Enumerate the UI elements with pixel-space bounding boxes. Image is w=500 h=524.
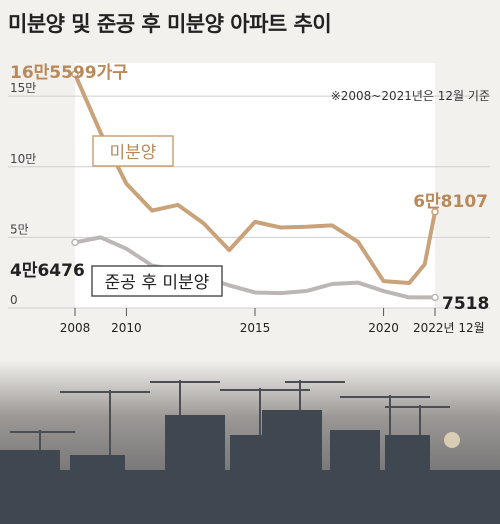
x-tick-label: 2020 bbox=[368, 321, 399, 335]
series-end-point-1 bbox=[431, 208, 439, 216]
x-tick-label: 2008 bbox=[60, 321, 91, 335]
series-2-start-label: 4만6476 bbox=[10, 261, 85, 281]
series-start-point-1 bbox=[71, 70, 79, 78]
series-start-point-2 bbox=[71, 238, 79, 247]
series-1-name: 미분양 bbox=[110, 143, 157, 163]
series-1-name-box bbox=[92, 135, 174, 167]
chart-title: 미분양 및 준공 후 미분양 아파트 추이 bbox=[8, 12, 332, 36]
series-1-start-label: 16만5599가구 bbox=[10, 63, 128, 83]
series-2-name-box bbox=[91, 265, 223, 297]
y-tick-label: 15만 bbox=[10, 81, 36, 95]
x-tick-label: 2015 bbox=[240, 321, 271, 335]
series-2-name: 준공 후 미분양 bbox=[105, 273, 210, 293]
series-line-1 bbox=[73, 72, 437, 286]
y-tick-label: 0 bbox=[10, 293, 18, 307]
series-line-2 bbox=[73, 235, 437, 300]
chart-note: ※2008~2021년은 12월 기준 bbox=[331, 89, 490, 103]
city-skyline-illustration bbox=[0, 360, 500, 524]
x-tick-label: 2010 bbox=[111, 321, 142, 335]
chart-area: 0 5만 10만 15만 2008 2010 2015 2020 2022년 12월 ※2008~… bbox=[8, 63, 490, 335]
series-1-end-label: 6만8107 bbox=[413, 192, 488, 212]
series-end-point-2 bbox=[431, 293, 439, 302]
y-tick-label: 5만 bbox=[10, 222, 29, 236]
series-2-end-label: 7518 bbox=[442, 294, 489, 314]
x-tick-label: 2022년 12월 bbox=[413, 321, 485, 335]
y-tick-label: 10만 bbox=[10, 152, 36, 166]
